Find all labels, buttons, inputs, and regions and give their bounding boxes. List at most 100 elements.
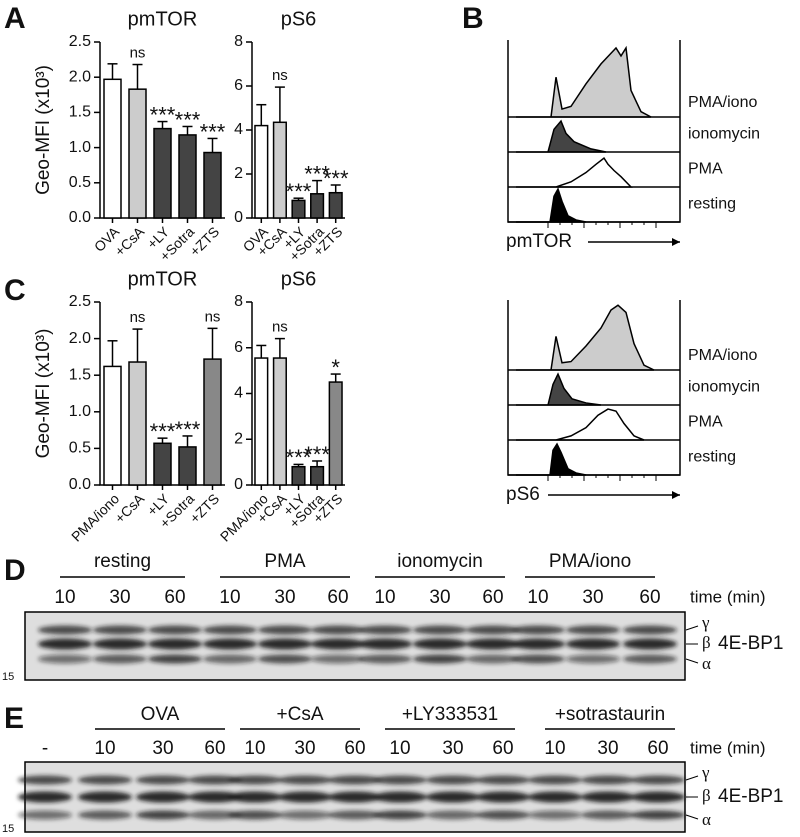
histogram bbox=[516, 372, 602, 406]
time-label: 60 bbox=[327, 587, 348, 608]
band bbox=[476, 775, 530, 785]
y-tick-label: 1.0 bbox=[69, 403, 91, 420]
panel-label: C bbox=[4, 274, 26, 307]
group-label: PMA/iono bbox=[549, 551, 631, 572]
band-label: γ bbox=[701, 613, 710, 632]
x-tick-label: +CsA bbox=[111, 223, 147, 259]
time-label: 30 bbox=[274, 587, 295, 608]
bar bbox=[178, 134, 197, 219]
y-tick-label: 0.0 bbox=[69, 209, 91, 226]
bar bbox=[128, 88, 147, 219]
marker-label: 15 bbox=[2, 823, 14, 835]
bar bbox=[272, 357, 287, 486]
y-tick-label: 1.0 bbox=[69, 139, 91, 156]
significance-label: *** bbox=[200, 119, 226, 144]
band bbox=[38, 625, 92, 635]
time-label: 10 bbox=[244, 738, 265, 759]
band bbox=[278, 791, 332, 803]
band bbox=[228, 775, 282, 785]
band bbox=[78, 791, 132, 803]
row-label: ionomycin bbox=[688, 379, 760, 396]
y-tick-label: 1.5 bbox=[69, 366, 91, 383]
band bbox=[631, 791, 685, 803]
group-label: OVA bbox=[141, 704, 180, 725]
band bbox=[188, 775, 242, 785]
band-tick bbox=[685, 814, 699, 820]
band bbox=[566, 625, 620, 635]
histogram bbox=[516, 408, 645, 441]
significance-label: *** bbox=[286, 179, 312, 204]
band bbox=[623, 625, 677, 635]
x-tick-label: +ZTS bbox=[186, 490, 222, 526]
band bbox=[511, 638, 565, 650]
band-label: γ bbox=[701, 763, 710, 782]
row-label: PMA bbox=[688, 414, 723, 431]
blot-bands bbox=[18, 775, 685, 820]
band bbox=[528, 791, 582, 803]
time-label: 10 bbox=[54, 587, 75, 608]
time-label: 30 bbox=[294, 738, 315, 759]
band bbox=[258, 625, 312, 635]
histogram bbox=[516, 187, 587, 223]
band bbox=[476, 810, 530, 820]
band bbox=[328, 775, 382, 785]
band bbox=[148, 654, 202, 664]
chart-title: pS6 bbox=[281, 8, 317, 30]
band-label: β bbox=[702, 786, 711, 805]
band bbox=[93, 638, 147, 650]
time-label: 10 bbox=[219, 587, 240, 608]
chart-title: pmTOR bbox=[128, 8, 198, 30]
axis-label: pmTOR bbox=[506, 231, 572, 252]
band bbox=[413, 638, 467, 650]
band bbox=[18, 791, 72, 803]
band bbox=[528, 775, 582, 785]
histogram bbox=[516, 304, 655, 371]
histogram bbox=[516, 442, 587, 476]
y-tick-label: 4 bbox=[234, 385, 243, 402]
chart-title: pS6 bbox=[281, 268, 317, 290]
y-tick-label: 4 bbox=[234, 121, 243, 138]
band bbox=[148, 638, 202, 650]
time-label: 30 bbox=[429, 587, 450, 608]
band bbox=[566, 654, 620, 664]
band-tick bbox=[685, 775, 699, 781]
band bbox=[228, 791, 282, 803]
band bbox=[18, 775, 72, 785]
histogram bbox=[516, 119, 607, 153]
band bbox=[358, 638, 412, 650]
band bbox=[511, 625, 565, 635]
y-tick-label: 0 bbox=[234, 209, 243, 226]
band bbox=[203, 654, 257, 664]
time-label: 60 bbox=[647, 738, 668, 759]
band bbox=[311, 625, 365, 635]
row-label: resting bbox=[688, 449, 736, 466]
y-tick-label: 2.0 bbox=[69, 330, 91, 347]
band bbox=[38, 654, 92, 664]
x-tick-label: +CsA bbox=[111, 490, 147, 526]
band bbox=[203, 625, 257, 635]
significance-label: ns bbox=[272, 67, 288, 84]
time-unit: time (min) bbox=[690, 587, 766, 606]
y-axis-label: Geo-MFI (x10³) bbox=[33, 329, 54, 459]
band bbox=[358, 625, 412, 635]
y-tick-label: 2.0 bbox=[69, 68, 91, 85]
band bbox=[188, 810, 242, 820]
band-label: α bbox=[702, 810, 711, 829]
time-label: 10 bbox=[544, 738, 565, 759]
y-tick-label: 2.5 bbox=[69, 33, 91, 50]
band bbox=[93, 625, 147, 635]
bar bbox=[153, 127, 172, 219]
band-tick bbox=[685, 625, 699, 631]
band bbox=[413, 654, 467, 664]
band bbox=[136, 810, 190, 820]
band bbox=[136, 791, 190, 803]
significance-label: *** bbox=[150, 102, 176, 127]
time-label: 60 bbox=[639, 587, 660, 608]
significance-label: *** bbox=[286, 445, 312, 470]
significance-label: *** bbox=[175, 107, 201, 132]
y-tick-label: 6 bbox=[234, 339, 243, 356]
band bbox=[623, 654, 677, 664]
band bbox=[631, 810, 685, 820]
y-tick-label: 1.5 bbox=[69, 104, 91, 121]
band bbox=[358, 654, 412, 664]
